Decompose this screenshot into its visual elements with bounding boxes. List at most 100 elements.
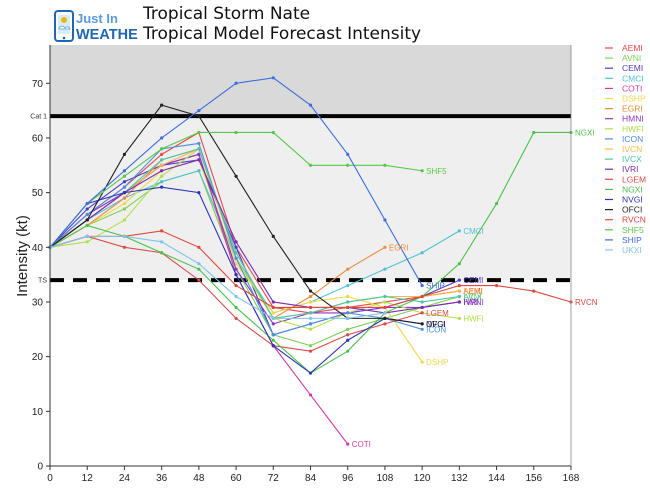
- data-point-ofci: [271, 234, 275, 238]
- y-tick-label: 30: [32, 297, 44, 308]
- legend-item-ofci: OFCI: [622, 205, 642, 215]
- y-tick-label: 20: [32, 352, 44, 363]
- data-point-avni: [308, 344, 313, 348]
- series-line-ukxi: [49, 235, 386, 319]
- data-point-rvcn: [383, 305, 387, 310]
- y-tick-label: 0: [37, 462, 43, 473]
- legend-item-rvcn: RVCN: [622, 215, 646, 225]
- data-point-lgem: [346, 333, 350, 337]
- data-point-shf5: [420, 169, 424, 173]
- legend-item-cmci: CMCI: [622, 73, 644, 83]
- data-point-ngxi: [494, 201, 499, 206]
- data-point-cmci: [197, 169, 201, 173]
- data-point-cmci: [346, 283, 350, 288]
- data-point-cmci: [457, 229, 461, 233]
- data-point-ngxi: [457, 262, 461, 266]
- legend-item-cemi: CEMI: [622, 63, 643, 73]
- data-point-ofci: [308, 289, 313, 293]
- x-tick-label: 0: [47, 473, 53, 484]
- y-tick-label: 50: [32, 188, 44, 199]
- data-point-cemi: [122, 180, 127, 184]
- chart-subtitle: Tropical Model Forecast Intensity: [143, 24, 422, 44]
- data-point-ngxi: [197, 267, 201, 271]
- data-point-ofci: [420, 322, 424, 326]
- data-point-icon: [122, 185, 127, 189]
- legend: AEMIAVNICEMICMCICOTIDSHPEGRIHMNIHWFIICON…: [605, 43, 646, 255]
- data-point-ngxi: [346, 349, 350, 353]
- data-point-rvcn: [420, 294, 424, 299]
- series-end-label-shf5: SHF5: [426, 167, 447, 176]
- data-point-ship: [234, 81, 238, 85]
- data-point-ukxi: [160, 240, 164, 244]
- data-point-hwfi: [85, 240, 89, 244]
- data-point-ofci: [197, 114, 201, 118]
- x-tick-label: 84: [305, 473, 317, 484]
- data-point-coti: [308, 393, 313, 397]
- series-end-label-ofci: OFCI: [426, 320, 445, 329]
- x-tick-label: 108: [377, 473, 394, 484]
- data-point-ivcx: [420, 300, 424, 304]
- y-axis-label: Intensity (kt): [14, 215, 31, 297]
- data-point-cemi: [85, 207, 89, 211]
- data-point-ukxi: [85, 234, 89, 238]
- chart-title: Tropical Storm Nate: [143, 4, 311, 24]
- data-point-ivcn: [160, 163, 164, 167]
- data-point-dshp: [271, 311, 275, 315]
- data-point-hwfi: [457, 316, 461, 320]
- data-point-rvcn: [234, 283, 238, 288]
- data-point-rvcn: [346, 305, 350, 310]
- series-end-label-dshp: DSHP: [426, 358, 448, 367]
- data-point-nvgi: [197, 191, 201, 195]
- data-point-ivcx: [346, 300, 350, 304]
- data-point-aemi: [160, 152, 164, 156]
- legend-item-hmni: HMNI: [622, 114, 644, 124]
- x-tick-label: 48: [193, 473, 205, 484]
- data-point-nvgi: [271, 344, 275, 348]
- x-tick-label: 96: [342, 473, 354, 484]
- legend-item-shf5: SHF5: [622, 225, 644, 235]
- data-point-hwfi: [308, 327, 313, 331]
- data-point-rvcn: [457, 283, 461, 288]
- intensity-bands: [50, 45, 571, 281]
- data-point-rvcn: [271, 305, 275, 310]
- data-point-egri: [122, 196, 127, 200]
- legend-item-ivri: IVRI: [622, 164, 639, 174]
- data-point-ukxi: [234, 294, 238, 299]
- data-point-hmni: [197, 152, 201, 156]
- data-point-ngxi: [271, 338, 275, 342]
- data-point-nvgi: [160, 185, 164, 189]
- series-end-label-coti: COTI: [352, 440, 371, 449]
- data-point-ukxi: [308, 316, 313, 320]
- x-tick-label: 72: [268, 473, 280, 484]
- data-point-ukxi: [122, 234, 127, 238]
- data-point-lgem: [420, 311, 424, 315]
- data-point-shf5: [160, 147, 164, 151]
- data-point-ivri: [271, 300, 275, 304]
- data-point-nvgi: [346, 338, 350, 342]
- data-point-ship: [122, 169, 127, 173]
- data-point-ivcn: [457, 289, 461, 293]
- data-point-ivri: [457, 300, 461, 304]
- data-point-ofci: [122, 152, 127, 156]
- legend-item-icon: ICON: [622, 134, 643, 144]
- data-point-ngxi: [85, 223, 89, 228]
- series-end-label-cmci: CMCI: [463, 227, 483, 236]
- data-point-cmci: [160, 180, 164, 184]
- data-point-nvgi: [122, 191, 127, 195]
- legend-item-nvgi: NVGI: [622, 195, 643, 205]
- series-end-label-egri: EGRI: [389, 243, 409, 252]
- data-point-ivcx: [160, 158, 164, 162]
- data-point-shf5: [271, 130, 275, 135]
- data-point-ship: [160, 136, 164, 140]
- data-point-dshp: [234, 262, 238, 266]
- data-point-shf5: [197, 130, 201, 135]
- series-end-label-ivcx: IVCX: [463, 293, 482, 302]
- data-point-rvcn: [160, 229, 164, 233]
- threshold-label: TS: [38, 278, 47, 285]
- data-point-ukxi: [346, 316, 350, 320]
- series-end-label-hmni: HMNI: [463, 298, 483, 307]
- data-point-rvcn: [494, 283, 499, 288]
- x-tick-label: 144: [488, 473, 505, 484]
- data-point-dshp: [346, 294, 350, 299]
